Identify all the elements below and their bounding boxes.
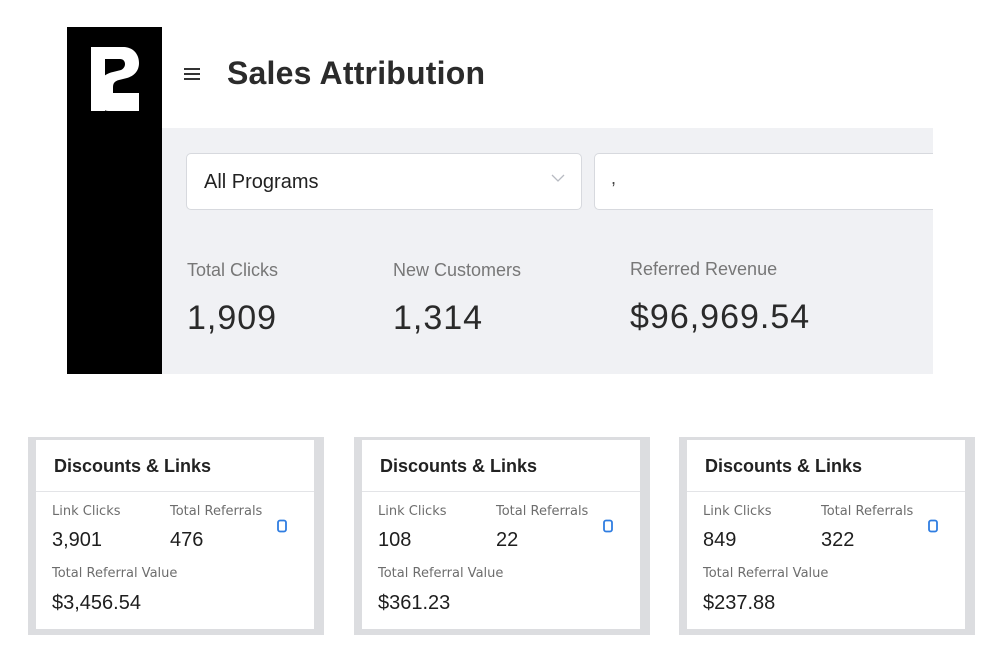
stat-label: New Customers xyxy=(393,260,522,280)
link-clicks-label: Link Clicks xyxy=(703,504,772,519)
total-referral-value: $361.23 xyxy=(378,592,451,614)
discounts-card-body: Discounts & Links Link Clicks 108 Total … xyxy=(362,440,640,629)
main-content: All Programs , Total Clicks 1,909 New Cu… xyxy=(162,128,933,374)
stat-referred-revenue: Referred Revenue $96,969.54 xyxy=(630,259,810,337)
stat-value: 1,909 xyxy=(187,299,278,337)
brand-logo[interactable] xyxy=(89,45,141,113)
header: Sales Attribution xyxy=(162,27,933,128)
stat-label: Total Clicks xyxy=(187,260,279,280)
discounts-card: Discounts & Links Link Clicks 849 Total … xyxy=(679,437,975,635)
total-referral-value-label: Total Referral Value xyxy=(378,566,504,581)
total-referrals-label: Total Referrals xyxy=(496,504,589,519)
total-referrals-label: Total Referrals xyxy=(821,504,914,519)
total-referral-value-label: Total Referral Value xyxy=(52,566,178,581)
total-referral-value-label: Total Referral Value xyxy=(703,566,829,581)
program-select[interactable]: All Programs xyxy=(186,153,582,210)
divider xyxy=(362,491,640,492)
link-clicks-label: Link Clicks xyxy=(52,504,121,519)
total-referral-value: $3,456.54 xyxy=(52,592,141,614)
discounts-card: Discounts & Links Link Clicks 108 Total … xyxy=(354,437,650,635)
program-select-value: All Programs xyxy=(204,171,319,193)
link-clicks-value: 108 xyxy=(378,529,412,551)
filter-input-value: , xyxy=(611,168,617,188)
link-clicks-value: 849 xyxy=(703,529,737,551)
discounts-card-body: Discounts & Links Link Clicks 3,901 Tota… xyxy=(36,440,314,629)
total-referrals-value: 322 xyxy=(821,529,855,551)
card-title: Discounts & Links xyxy=(705,456,863,476)
copy-icon[interactable] xyxy=(927,519,939,533)
divider xyxy=(36,491,314,492)
copy-icon[interactable] xyxy=(602,519,614,533)
total-referrals-value: 476 xyxy=(170,529,204,551)
stat-label: Referred Revenue xyxy=(630,259,778,279)
divider xyxy=(687,491,965,492)
chevron-down-icon xyxy=(551,174,565,182)
sidebar xyxy=(67,27,162,374)
stat-total-clicks: Total Clicks 1,909 xyxy=(187,260,278,338)
filter-input[interactable]: , xyxy=(594,153,933,210)
link-clicks-label: Link Clicks xyxy=(378,504,447,519)
page-title: Sales Attribution xyxy=(227,55,486,91)
link-clicks-value: 3,901 xyxy=(52,529,103,551)
stat-value: $96,969.54 xyxy=(630,298,811,336)
stat-value: 1,314 xyxy=(393,299,484,337)
discounts-card-body: Discounts & Links Link Clicks 849 Total … xyxy=(687,440,965,629)
total-referral-value: $237.88 xyxy=(703,592,776,614)
card-title: Discounts & Links xyxy=(380,456,538,476)
copy-icon[interactable] xyxy=(276,519,288,533)
discounts-card: Discounts & Links Link Clicks 3,901 Tota… xyxy=(28,437,324,635)
hamburger-icon[interactable] xyxy=(184,68,200,82)
stat-new-customers: New Customers 1,314 xyxy=(393,260,521,338)
total-referrals-label: Total Referrals xyxy=(170,504,263,519)
app-window: Sales Attribution All Programs , Total C… xyxy=(67,27,933,374)
card-title: Discounts & Links xyxy=(54,456,212,476)
total-referrals-value: 22 xyxy=(496,529,519,551)
